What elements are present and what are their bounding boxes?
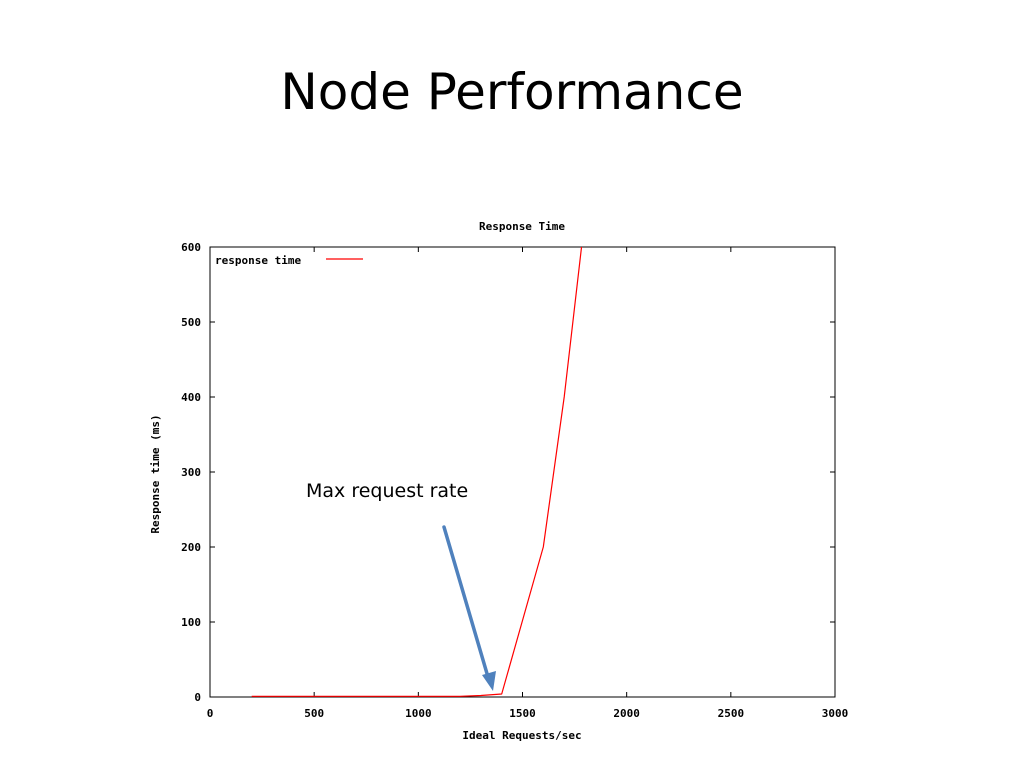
y-axis-tick-labels: 0 100 200 300 400 500 600 xyxy=(181,241,201,704)
legend: response time xyxy=(215,254,363,267)
arrow-shaft xyxy=(442,525,490,679)
slide-title: Node Performance xyxy=(280,63,744,121)
x-axis-label: Ideal Requests/sec xyxy=(462,729,581,742)
y-axis-label: Response time (ms) xyxy=(149,414,162,533)
y-tick-label: 300 xyxy=(181,466,201,479)
y-tick-label: 200 xyxy=(181,541,201,554)
series-line-response-time xyxy=(251,247,583,697)
legend-label-response-time: response time xyxy=(215,254,301,267)
x-tick-label: 500 xyxy=(304,707,324,720)
series-group xyxy=(251,247,583,697)
y-tick-label: 500 xyxy=(181,316,201,329)
x-tick-label: 1000 xyxy=(405,707,432,720)
y-tick-label: 600 xyxy=(181,241,201,254)
y-tick-label: 400 xyxy=(181,391,201,404)
x-tick-label: 2500 xyxy=(718,707,745,720)
x-tick-label: 2000 xyxy=(613,707,640,720)
plot-area xyxy=(209,246,836,698)
y-tick-label: 100 xyxy=(181,616,201,629)
chart-title: Response Time xyxy=(479,220,565,233)
max-request-rate-arrow xyxy=(442,525,496,691)
arrow-head xyxy=(482,671,496,691)
x-tick-label: 0 xyxy=(207,707,214,720)
x-axis-tick-labels: 0 500 1000 1500 2000 2500 3000 xyxy=(207,707,849,720)
x-tick-label: 1500 xyxy=(509,707,536,720)
y-tick-label: 0 xyxy=(194,691,201,704)
x-tick-label: 3000 xyxy=(822,707,849,720)
max-request-rate-annotation: Max request rate xyxy=(306,480,469,502)
axis-ticks xyxy=(209,246,836,698)
